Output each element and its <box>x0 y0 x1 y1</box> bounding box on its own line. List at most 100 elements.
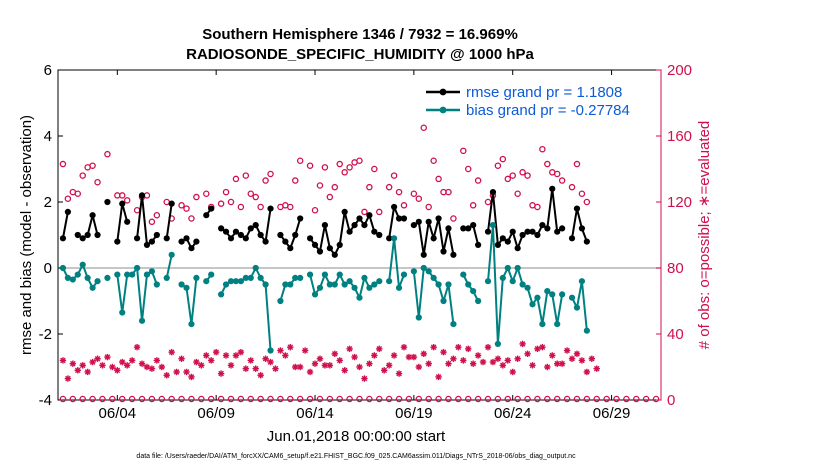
rmse-point <box>400 215 408 222</box>
evaluated-obs-stroke <box>341 367 348 374</box>
evaluated-obs-point <box>410 353 418 361</box>
possible-obs-point <box>544 160 551 168</box>
possible-obs-zero-point <box>642 395 650 403</box>
rmse-point <box>74 231 81 239</box>
bias-point <box>499 274 506 281</box>
possible-obs-point <box>203 190 210 197</box>
evaluated-obs-stroke <box>460 357 467 364</box>
possible-obs-point <box>252 193 259 201</box>
rmse-point <box>514 245 521 252</box>
evaluated-obs-point <box>341 367 348 374</box>
possible-obs-zero-point <box>59 395 67 403</box>
x-axis-label: Jun.01,2018 00:00:00 start <box>267 428 446 445</box>
evaluated-obs-point <box>499 362 507 369</box>
bias-point <box>326 281 333 288</box>
evaluated-obs-stroke <box>406 354 412 360</box>
evaluated-obs-point <box>534 345 541 353</box>
possible-obs-zero-point <box>455 395 462 403</box>
evaluated-obs-stroke <box>114 367 121 374</box>
possible-obs-point <box>104 150 111 158</box>
possible-obs-zero-point <box>435 395 442 403</box>
possible-obs-point <box>445 188 452 196</box>
possible-obs-point <box>232 175 240 183</box>
evaluated-obs-point <box>138 360 146 367</box>
possible-obs-point <box>504 175 512 183</box>
possible-obs-zero-point <box>336 395 343 403</box>
data-file-footnote: data file: /Users/raeder/DAI/ATM_forcXX/… <box>136 453 576 460</box>
evaluated-obs-stroke <box>124 362 130 369</box>
rmse-point <box>282 238 289 245</box>
bias-point <box>188 321 195 328</box>
possible-obs-zero-point <box>464 395 472 403</box>
evaluated-obs-point <box>509 368 516 376</box>
possible-obs-zero-point <box>544 395 551 403</box>
bias-point <box>509 278 516 285</box>
evaluated-obs-point <box>128 357 136 364</box>
possible-obs-point <box>306 162 314 169</box>
evaluated-obs-point <box>529 362 536 369</box>
legend-box <box>417 77 653 123</box>
possible-obs-point <box>89 162 96 169</box>
evaluated-obs-point <box>242 365 250 372</box>
bias-point <box>430 274 437 281</box>
possible-obs-point <box>346 164 353 171</box>
rmse-point <box>529 228 536 235</box>
evaluated-obs-stroke <box>480 359 486 365</box>
possible-obs-zero-point <box>148 395 156 403</box>
evaluated-obs-point <box>361 375 368 382</box>
evaluated-obs-stroke <box>312 360 318 367</box>
evaluated-obs-point <box>430 344 437 351</box>
evaluated-obs-point <box>544 363 551 371</box>
bias-point <box>519 281 526 288</box>
evaluated-obs-point <box>292 363 299 371</box>
evaluated-obs-point <box>455 344 462 351</box>
rmse-point <box>208 205 215 212</box>
bias-point <box>539 321 546 328</box>
evaluated-obs-stroke <box>485 344 491 350</box>
possible-obs-point <box>415 195 423 202</box>
possible-obs-point <box>178 202 185 209</box>
evaluated-obs-point <box>326 362 334 369</box>
rmse-point <box>519 231 526 239</box>
bias-point <box>232 278 240 285</box>
possible-obs-zero-point <box>376 395 383 403</box>
bias-point <box>504 264 511 272</box>
possible-obs-point <box>366 183 373 191</box>
evaluated-obs-point <box>395 370 403 377</box>
possible-obs-point <box>435 175 442 183</box>
evaluated-obs-stroke <box>297 364 303 370</box>
bias-point <box>138 317 146 324</box>
evaluated-obs-point <box>306 368 314 376</box>
possible-obs-point <box>262 177 269 184</box>
rmse-point <box>153 231 160 239</box>
evaluated-obs-stroke <box>70 360 76 367</box>
bias-point <box>559 291 566 298</box>
evaluated-obs-point <box>445 360 452 367</box>
evaluated-obs-point <box>99 362 106 369</box>
evaluated-obs-stroke <box>327 362 333 369</box>
y-right-tick-label: 160 <box>667 128 692 145</box>
bias-point <box>400 271 408 278</box>
possible-obs-point <box>217 200 225 207</box>
possible-obs-zero-point <box>237 395 245 403</box>
rmse-point <box>445 225 452 232</box>
possible-obs-zero-point <box>484 395 492 403</box>
bias-point <box>316 284 324 291</box>
evaluated-obs-stroke <box>233 352 239 359</box>
evaluated-obs-point <box>460 357 467 364</box>
bias-point <box>222 281 230 288</box>
possible-obs-zero-point <box>188 395 195 403</box>
possible-obs-point <box>94 178 101 186</box>
bias-point <box>84 274 91 281</box>
evaluated-obs-point <box>69 360 77 367</box>
bias-point <box>69 276 76 283</box>
evaluated-obs-stroke <box>361 375 368 382</box>
possible-obs-point <box>385 183 393 191</box>
evaluated-obs-stroke <box>455 344 462 350</box>
evaluated-obs-stroke <box>396 370 402 377</box>
evaluated-obs-point <box>558 360 566 367</box>
possible-obs-zero-point <box>277 395 284 403</box>
rmse-point <box>346 228 353 235</box>
evaluated-obs-point <box>563 347 571 354</box>
rmse-point <box>148 238 156 245</box>
